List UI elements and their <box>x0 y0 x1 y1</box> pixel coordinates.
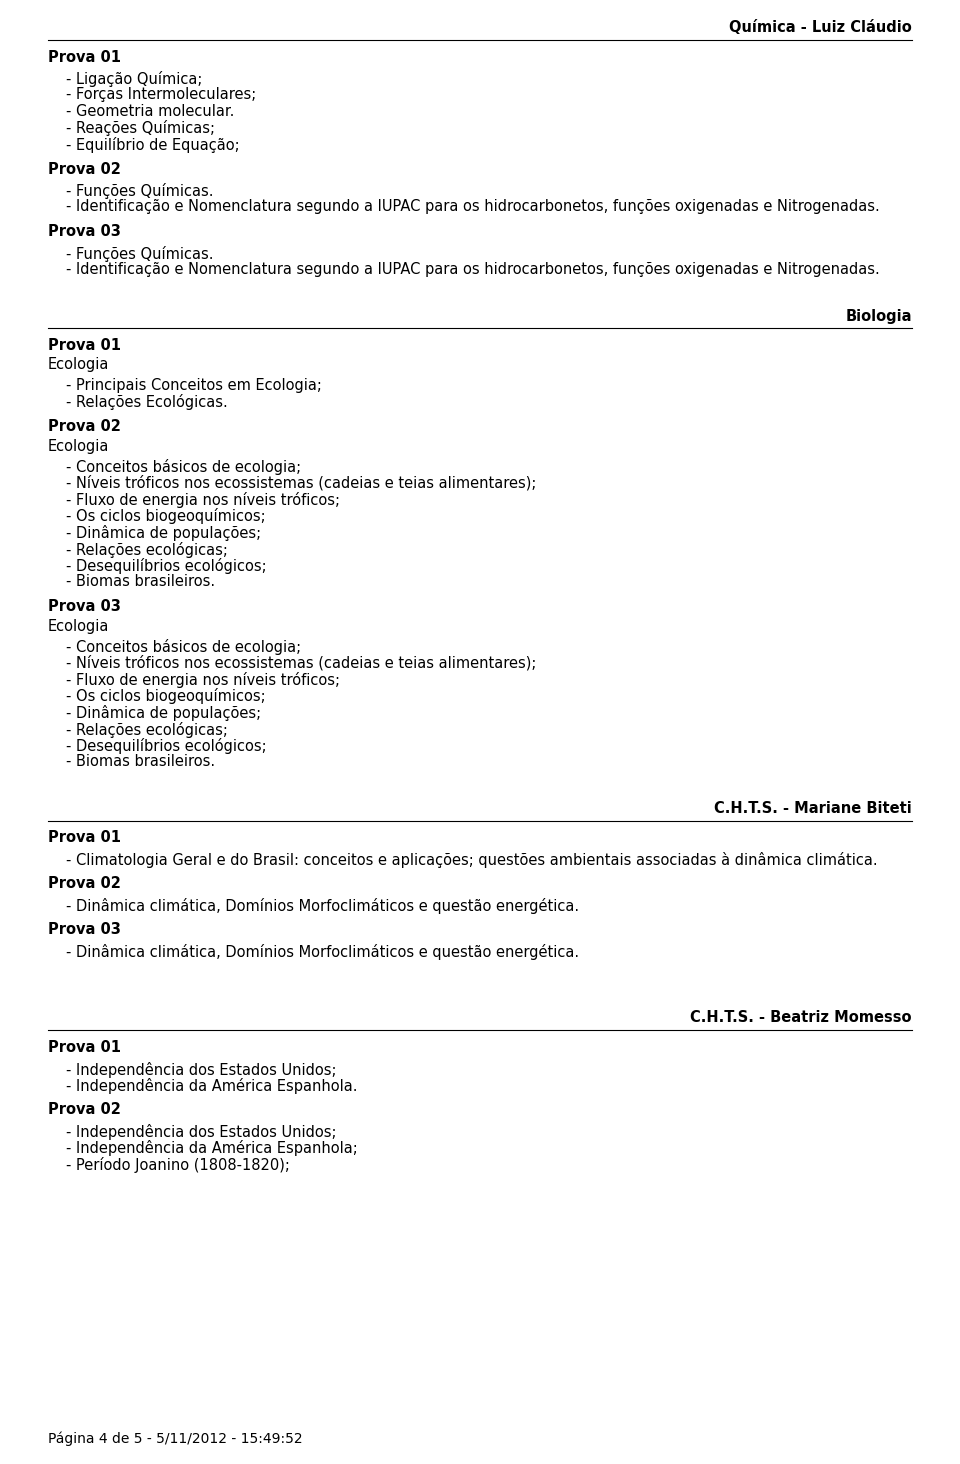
Text: Química - Luiz Cláudio: Química - Luiz Cláudio <box>730 20 912 35</box>
Text: - Equilíbrio de Equação;: - Equilíbrio de Equação; <box>66 138 240 154</box>
Text: - Relações Ecológicas.: - Relações Ecológicas. <box>66 394 228 410</box>
Text: - Climatologia Geral e do Brasil: conceitos e aplicações; questões ambientais as: - Climatologia Geral e do Brasil: concei… <box>66 852 877 868</box>
Text: C.H.T.S. - Beatriz Momesso: C.H.T.S. - Beatriz Momesso <box>690 1010 912 1025</box>
Text: - Principais Conceitos em Ecologia;: - Principais Conceitos em Ecologia; <box>66 378 322 392</box>
Text: - Dinâmica de populações;: - Dinâmica de populações; <box>66 526 261 542</box>
Text: - Independência dos Estados Unidos;: - Independência dos Estados Unidos; <box>66 1061 337 1078</box>
Text: - Dinâmica de populações;: - Dinâmica de populações; <box>66 706 261 720</box>
Text: - Independência da América Espanhola;: - Independência da América Espanhola; <box>66 1140 358 1157</box>
Text: Prova 02: Prova 02 <box>48 877 121 892</box>
Text: - Fluxo de energia nos níveis tróficos;: - Fluxo de energia nos níveis tróficos; <box>66 672 340 688</box>
Text: Biologia: Biologia <box>846 309 912 324</box>
Text: - Identificação e Nomenclatura segundo a IUPAC para os hidrocarbonetos, funções : - Identificação e Nomenclatura segundo a… <box>66 199 879 215</box>
Text: - Geometria molecular.: - Geometria molecular. <box>66 104 234 119</box>
Text: - Funções Químicas.: - Funções Químicas. <box>66 183 213 199</box>
Text: Prova 03: Prova 03 <box>48 599 121 613</box>
Text: - Independência da América Espanhola.: - Independência da América Espanhola. <box>66 1078 357 1094</box>
Text: - Níveis tróficos nos ecossistemas (cadeias e teias alimentares);: - Níveis tróficos nos ecossistemas (cade… <box>66 656 537 671</box>
Text: - Biomas brasileiros.: - Biomas brasileiros. <box>66 574 215 590</box>
Text: - Os ciclos biogeoquímicos;: - Os ciclos biogeoquímicos; <box>66 508 266 524</box>
Text: Ecologia: Ecologia <box>48 357 109 372</box>
Text: - Fluxo de energia nos níveis tróficos;: - Fluxo de energia nos níveis tróficos; <box>66 492 340 508</box>
Text: - Dinâmica climática, Domínios Morfoclimáticos e questão energética.: - Dinâmica climática, Domínios Morfoclim… <box>66 897 579 914</box>
Text: - Relações ecológicas;: - Relações ecológicas; <box>66 722 228 738</box>
Text: Prova 01: Prova 01 <box>48 1039 121 1056</box>
Text: - Ligação Química;: - Ligação Química; <box>66 70 203 86</box>
Text: - Funções Químicas.: - Funções Químicas. <box>66 246 213 262</box>
Text: Prova 01: Prova 01 <box>48 50 121 64</box>
Text: - Conceitos básicos de ecologia;: - Conceitos básicos de ecologia; <box>66 638 301 654</box>
Text: - Relações ecológicas;: - Relações ecológicas; <box>66 542 228 558</box>
Text: - Níveis tróficos nos ecossistemas (cadeias e teias alimentares);: - Níveis tróficos nos ecossistemas (cade… <box>66 476 537 490</box>
Text: Ecologia: Ecologia <box>48 439 109 454</box>
Text: Prova 01: Prova 01 <box>48 830 121 846</box>
Text: Prova 03: Prova 03 <box>48 922 121 937</box>
Text: Página 4 de 5 - 5/11/2012 - 15:49:52: Página 4 de 5 - 5/11/2012 - 15:49:52 <box>48 1432 302 1446</box>
Text: - Período Joanino (1808-1820);: - Período Joanino (1808-1820); <box>66 1157 290 1173</box>
Text: Prova 02: Prova 02 <box>48 419 121 433</box>
Text: Prova 03: Prova 03 <box>48 224 121 239</box>
Text: - Independência dos Estados Unidos;: - Independência dos Estados Unidos; <box>66 1124 337 1140</box>
Text: - Reações Químicas;: - Reações Químicas; <box>66 120 215 136</box>
Text: Prova 01: Prova 01 <box>48 338 121 353</box>
Text: - Dinâmica climática, Domínios Morfoclimáticos e questão energética.: - Dinâmica climática, Domínios Morfoclim… <box>66 944 579 960</box>
Text: C.H.T.S. - Mariane Biteti: C.H.T.S. - Mariane Biteti <box>714 801 912 815</box>
Text: - Identificação e Nomenclatura segundo a IUPAC para os hidrocarbonetos, funções : - Identificação e Nomenclatura segundo a… <box>66 262 879 277</box>
Text: - Forças Intermoleculares;: - Forças Intermoleculares; <box>66 88 256 102</box>
Text: - Conceitos básicos de ecologia;: - Conceitos básicos de ecologia; <box>66 460 301 474</box>
Text: - Biomas brasileiros.: - Biomas brasileiros. <box>66 754 215 770</box>
Text: Prova 02: Prova 02 <box>48 1102 121 1117</box>
Text: - Desequilíbrios ecológicos;: - Desequilíbrios ecológicos; <box>66 738 267 754</box>
Text: - Desequilíbrios ecológicos;: - Desequilíbrios ecológicos; <box>66 558 267 574</box>
Text: - Os ciclos biogeoquímicos;: - Os ciclos biogeoquímicos; <box>66 688 266 704</box>
Text: Prova 02: Prova 02 <box>48 161 121 177</box>
Text: Ecologia: Ecologia <box>48 618 109 634</box>
